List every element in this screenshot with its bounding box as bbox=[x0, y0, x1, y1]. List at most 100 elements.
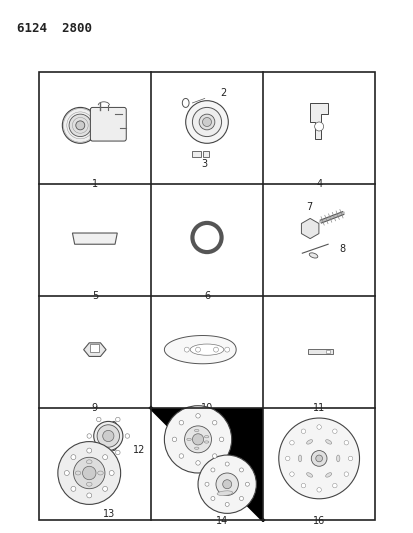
Polygon shape bbox=[72, 233, 117, 244]
Text: 14: 14 bbox=[216, 515, 228, 526]
Circle shape bbox=[210, 496, 214, 500]
Circle shape bbox=[347, 456, 352, 461]
Circle shape bbox=[184, 426, 211, 453]
Bar bbox=[325, 350, 330, 353]
Polygon shape bbox=[309, 103, 328, 139]
Circle shape bbox=[97, 425, 119, 447]
Polygon shape bbox=[83, 343, 106, 357]
Ellipse shape bbox=[109, 422, 118, 450]
Bar bbox=[90, 344, 99, 352]
Ellipse shape bbox=[194, 430, 199, 432]
Circle shape bbox=[192, 434, 203, 445]
Circle shape bbox=[115, 417, 120, 422]
Ellipse shape bbox=[186, 438, 191, 440]
Text: 12: 12 bbox=[133, 445, 145, 455]
Circle shape bbox=[71, 487, 76, 491]
FancyBboxPatch shape bbox=[90, 108, 126, 141]
Circle shape bbox=[301, 483, 305, 488]
Circle shape bbox=[102, 487, 107, 491]
Ellipse shape bbox=[192, 108, 221, 136]
Circle shape bbox=[195, 461, 200, 465]
Circle shape bbox=[225, 462, 229, 466]
Ellipse shape bbox=[336, 455, 339, 462]
Ellipse shape bbox=[306, 440, 312, 444]
Text: 10: 10 bbox=[200, 403, 213, 414]
Ellipse shape bbox=[325, 440, 331, 444]
Circle shape bbox=[224, 347, 229, 352]
Circle shape bbox=[315, 455, 322, 462]
Circle shape bbox=[172, 437, 176, 442]
Ellipse shape bbox=[97, 471, 103, 475]
Circle shape bbox=[210, 468, 214, 472]
Circle shape bbox=[332, 483, 336, 488]
Circle shape bbox=[184, 347, 189, 352]
Text: 9: 9 bbox=[92, 403, 98, 414]
Circle shape bbox=[314, 122, 323, 131]
Circle shape bbox=[197, 455, 256, 513]
Ellipse shape bbox=[185, 101, 228, 143]
Ellipse shape bbox=[86, 482, 92, 486]
Circle shape bbox=[311, 450, 326, 466]
Circle shape bbox=[204, 482, 209, 486]
Text: 7: 7 bbox=[306, 201, 312, 212]
Ellipse shape bbox=[199, 114, 214, 130]
Circle shape bbox=[332, 429, 336, 433]
Circle shape bbox=[219, 437, 223, 442]
Circle shape bbox=[245, 482, 249, 486]
Circle shape bbox=[195, 347, 200, 352]
Ellipse shape bbox=[190, 344, 223, 356]
Circle shape bbox=[69, 114, 91, 136]
Ellipse shape bbox=[309, 253, 317, 258]
Circle shape bbox=[96, 417, 101, 422]
Circle shape bbox=[343, 472, 348, 477]
Circle shape bbox=[239, 468, 243, 472]
Circle shape bbox=[71, 455, 76, 459]
Circle shape bbox=[125, 434, 129, 438]
Polygon shape bbox=[301, 219, 318, 239]
Text: 6124  2800: 6124 2800 bbox=[17, 22, 91, 35]
Circle shape bbox=[102, 455, 107, 459]
Bar bbox=[202, 151, 209, 157]
Bar bbox=[307, 349, 332, 353]
Ellipse shape bbox=[194, 447, 199, 449]
Text: 13: 13 bbox=[102, 509, 115, 519]
Circle shape bbox=[225, 503, 229, 506]
Circle shape bbox=[102, 430, 114, 442]
Text: 4: 4 bbox=[315, 179, 321, 189]
Circle shape bbox=[62, 108, 98, 143]
Ellipse shape bbox=[298, 455, 301, 462]
Circle shape bbox=[202, 117, 211, 126]
Circle shape bbox=[164, 406, 231, 473]
Ellipse shape bbox=[75, 471, 81, 475]
Circle shape bbox=[301, 429, 305, 433]
Circle shape bbox=[109, 471, 114, 475]
Ellipse shape bbox=[86, 460, 92, 464]
Circle shape bbox=[179, 421, 183, 425]
Text: 1: 1 bbox=[92, 179, 98, 189]
Ellipse shape bbox=[306, 473, 312, 477]
Circle shape bbox=[216, 473, 238, 496]
Circle shape bbox=[289, 440, 294, 445]
Polygon shape bbox=[151, 408, 262, 520]
Bar bbox=[192, 151, 201, 157]
Circle shape bbox=[285, 456, 289, 461]
Circle shape bbox=[213, 347, 218, 352]
Text: 5: 5 bbox=[92, 292, 98, 301]
Circle shape bbox=[222, 480, 231, 489]
Text: 3: 3 bbox=[201, 159, 207, 169]
Circle shape bbox=[58, 442, 120, 504]
Circle shape bbox=[74, 457, 105, 489]
Circle shape bbox=[87, 434, 91, 438]
Circle shape bbox=[76, 121, 85, 130]
Circle shape bbox=[343, 440, 348, 445]
Text: 8: 8 bbox=[339, 244, 344, 254]
Circle shape bbox=[195, 414, 200, 418]
Ellipse shape bbox=[204, 441, 208, 443]
Circle shape bbox=[212, 454, 216, 458]
Ellipse shape bbox=[204, 435, 208, 438]
Circle shape bbox=[64, 471, 69, 475]
Circle shape bbox=[82, 466, 96, 480]
Circle shape bbox=[179, 454, 183, 458]
Circle shape bbox=[96, 450, 101, 455]
Polygon shape bbox=[164, 335, 235, 364]
